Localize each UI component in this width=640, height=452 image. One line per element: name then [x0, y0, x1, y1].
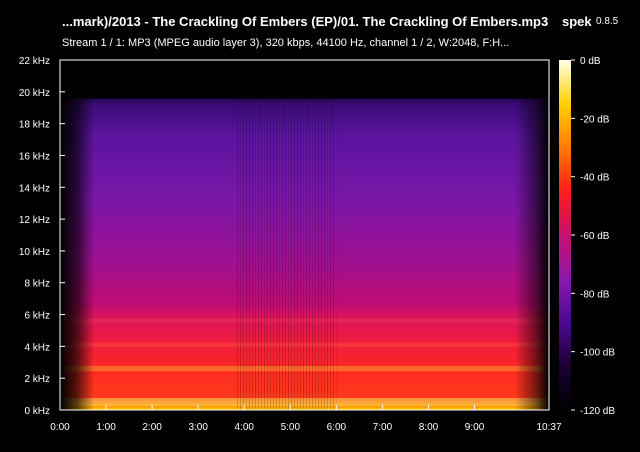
- app-version: 0.8.5: [596, 16, 619, 27]
- app-name: spek: [562, 14, 592, 29]
- y-tick-label: 18 kHz: [19, 120, 50, 131]
- x-tick-label: 8:00: [419, 422, 439, 433]
- file-title: ...mark)/2013 - The Crackling Of Embers …: [62, 14, 549, 29]
- y-tick-label: 16 kHz: [19, 151, 50, 162]
- plot-frame: [59, 59, 550, 411]
- y-tick-label: 2 kHz: [24, 374, 50, 385]
- y-tick-label: 8 kHz: [24, 279, 50, 290]
- x-tick-label: 10:37: [536, 422, 561, 433]
- x-tick-label: 6:00: [327, 422, 347, 433]
- spectrogram-fade: [60, 60, 549, 410]
- colorbar: [559, 60, 571, 410]
- colorbar-tick-label: -120 dB: [580, 406, 615, 417]
- y-tick-label: 20 kHz: [19, 88, 50, 99]
- x-tick-label: 9:00: [465, 422, 485, 433]
- colorbar-tick-label: -40 dB: [580, 173, 610, 184]
- spectrogram-plot-area: [60, 60, 549, 410]
- y-tick-label: 4 kHz: [24, 342, 50, 353]
- colorbar-tick-label: -20 dB: [580, 114, 610, 125]
- y-tick-label: 10 kHz: [19, 247, 50, 258]
- x-tick-label: 1:00: [96, 422, 116, 433]
- y-tick-label: 14 kHz: [19, 183, 50, 194]
- colorbar-tick-label: 0 dB: [580, 56, 601, 67]
- colorbar-tick-label: -80 dB: [580, 289, 610, 300]
- y-tick-label: 0 kHz: [24, 406, 50, 417]
- y-tick-label: 12 kHz: [19, 215, 50, 226]
- stream-info: Stream 1 / 1: MP3 (MPEG audio layer 3), …: [62, 37, 510, 49]
- x-tick-label: 2:00: [142, 422, 162, 433]
- x-tick-label: 3:00: [188, 422, 208, 433]
- x-axis: 0:00 1:00 2:00 3:00 4:00 5:00 6:00 7:00 8:00 9:00…: [50, 405, 562, 433]
- y-axis: 0 kHz 2 kHz 4 kHz 6 kHz 8 kHz 10 kHz 12 kHz 14 …: [19, 56, 65, 417]
- colorbar-tick-label: -100 dB: [580, 348, 615, 359]
- colorbar-tick-label: -60 dB: [580, 231, 610, 242]
- x-tick-label: 7:00: [373, 422, 393, 433]
- y-tick-label: 22 kHz: [19, 56, 50, 67]
- x-tick-label: 0:00: [50, 422, 70, 433]
- y-tick-label: 6 kHz: [24, 311, 50, 322]
- colorbar-axis: 0 dB -20 dB -40 dB -60 dB -80 dB -100 dB -120 …: [571, 56, 615, 417]
- x-tick-label: 4:00: [235, 422, 255, 433]
- x-tick-label: 5:00: [281, 422, 301, 433]
